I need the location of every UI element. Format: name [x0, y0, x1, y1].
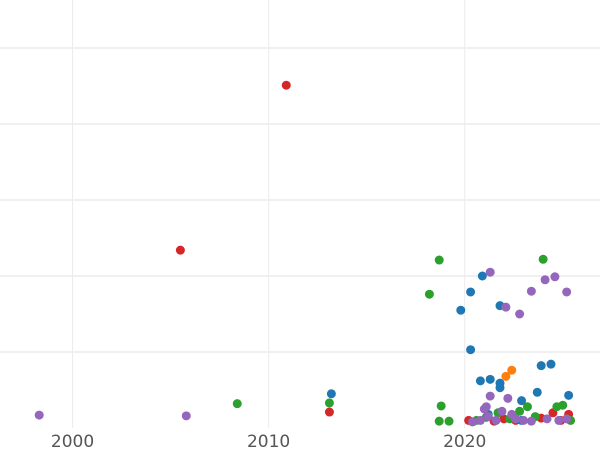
data-point-blue: [546, 359, 556, 369]
data-point-green: [232, 399, 242, 409]
data-point-green: [434, 255, 444, 265]
data-point-purple: [479, 404, 489, 414]
data-point-purple: [485, 391, 495, 401]
data-point-purple: [511, 414, 521, 424]
data-point-purple: [519, 415, 529, 425]
data-point-orange: [507, 365, 517, 375]
data-point-purple: [468, 417, 478, 427]
data-point-green: [444, 416, 454, 426]
data-point-purple: [485, 267, 495, 277]
data-point-purple: [34, 410, 44, 420]
data-point-blue: [517, 396, 527, 406]
data-point-purple: [542, 414, 552, 424]
data-point-green: [324, 398, 334, 408]
data-point-green: [436, 401, 446, 411]
data-point-orange: [501, 371, 511, 381]
data-point-purple: [501, 302, 511, 312]
data-point-blue: [564, 390, 574, 400]
data-point-blue: [532, 387, 542, 397]
x-tick-label: 2020: [443, 432, 486, 450]
data-point-purple: [475, 415, 485, 425]
data-point-blue: [466, 345, 476, 355]
data-point-red: [324, 407, 334, 417]
data-point-purple: [497, 406, 507, 416]
data-point-blue: [495, 378, 505, 388]
data-point-purple: [540, 275, 550, 285]
data-point-purple: [491, 415, 501, 425]
data-point-purple: [526, 286, 536, 296]
data-point-green: [538, 254, 548, 264]
data-point-purple: [550, 272, 560, 282]
data-point-blue: [466, 287, 476, 297]
data-point-blue: [485, 374, 495, 384]
data-point-blue: [456, 305, 466, 315]
data-point-blue: [477, 271, 487, 281]
data-point-red: [281, 80, 291, 90]
x-tick-label: 2010: [247, 432, 290, 450]
x-tick-label: 2000: [51, 432, 94, 450]
data-point-purple: [503, 393, 513, 403]
data-point-red: [175, 245, 185, 255]
data-point-green: [522, 402, 532, 412]
data-point-purple: [526, 416, 536, 426]
data-point-purple: [554, 415, 564, 425]
data-point-blue: [475, 376, 485, 386]
data-point-blue: [536, 361, 546, 371]
data-point-green: [434, 416, 444, 426]
data-point-purple: [483, 412, 493, 422]
data-point-purple: [515, 309, 525, 319]
data-point-purple: [562, 287, 572, 297]
data-point-green: [515, 406, 525, 416]
data-point-blue: [326, 389, 336, 399]
data-point-green: [558, 400, 568, 410]
data-point-purple: [562, 414, 572, 424]
data-point-purple: [181, 411, 191, 421]
data-point-green: [424, 289, 434, 299]
